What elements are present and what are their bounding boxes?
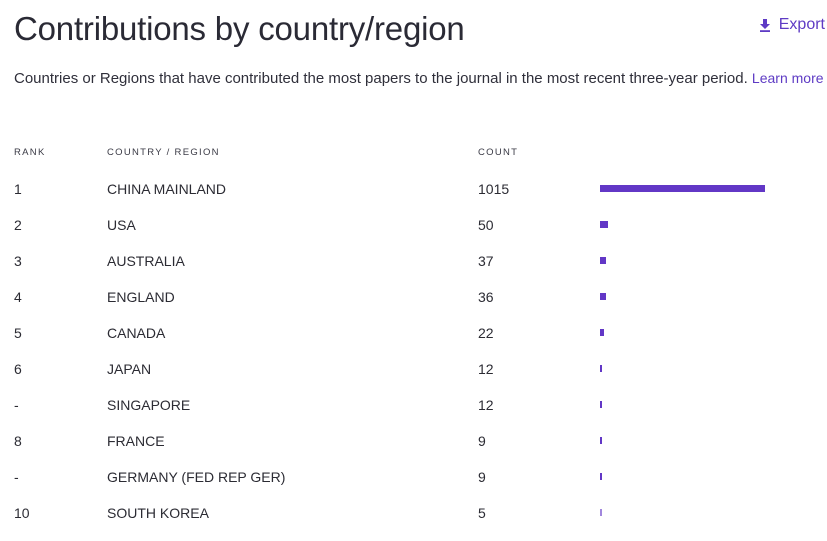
table-row: 4 ENGLAND 36 (0, 289, 827, 325)
count-bar (600, 473, 602, 480)
country-cell: SINGAPORE (107, 397, 191, 413)
rank-cell: 3 (14, 253, 22, 269)
count-cell: 9 (478, 469, 486, 485)
column-header-count: COUNT (478, 147, 519, 158)
count-bar (600, 185, 765, 192)
column-header-country: COUNTRY / REGION (107, 147, 220, 158)
table-row: - SINGAPORE 12 (0, 397, 827, 433)
country-cell: USA (107, 217, 136, 233)
learn-more-link[interactable]: Learn more (751, 70, 824, 86)
page-title: Contributions by country/region (14, 10, 465, 47)
column-header-rank: RANK (14, 147, 46, 158)
count-cell: 22 (478, 325, 494, 341)
count-bar (600, 509, 602, 516)
count-cell: 36 (478, 289, 494, 305)
download-icon (759, 18, 771, 32)
count-cell: 9 (478, 433, 486, 449)
table-row: 3 AUSTRALIA 37 (0, 253, 827, 289)
count-bar (600, 365, 602, 372)
count-bar (600, 257, 606, 264)
rank-cell: 6 (14, 361, 22, 377)
export-label: Export (778, 16, 825, 33)
description-text: Countries or Regions that have contribut… (14, 70, 748, 87)
country-cell: FRANCE (107, 433, 165, 449)
country-cell: AUSTRALIA (107, 253, 185, 269)
country-cell: GERMANY (FED REP GER) (107, 469, 286, 485)
count-bar (600, 293, 606, 300)
count-cell: 50 (478, 217, 494, 233)
count-cell: 12 (478, 397, 494, 413)
table-row: 6 JAPAN 12 (0, 361, 827, 397)
rank-cell: 2 (14, 217, 22, 233)
count-cell: 37 (478, 253, 494, 269)
count-bar (600, 437, 602, 444)
rank-cell: 4 (14, 289, 22, 305)
page-description: Countries or Regions that have contribut… (14, 66, 824, 91)
rank-cell: - (14, 469, 19, 485)
table-row: 1 CHINA MAINLAND 1015 (0, 181, 827, 217)
country-cell: JAPAN (107, 361, 152, 377)
table-row: 2 USA 50 (0, 217, 827, 253)
count-cell: 5 (478, 505, 486, 521)
rank-cell: 10 (14, 505, 30, 521)
table-row: 5 CANADA 22 (0, 325, 827, 361)
count-bar (600, 221, 608, 228)
table-row: 10 SOUTH KOREA 5 (0, 505, 827, 541)
count-bar (600, 401, 602, 408)
table-row: 8 FRANCE 9 (0, 433, 827, 469)
rank-cell: 1 (14, 181, 22, 197)
country-cell: SOUTH KOREA (107, 505, 209, 521)
rank-cell: 5 (14, 325, 22, 341)
rank-cell: 8 (14, 433, 22, 449)
count-cell: 12 (478, 361, 494, 377)
country-cell: ENGLAND (107, 289, 175, 305)
rank-cell: - (14, 397, 19, 413)
count-cell: 1015 (478, 181, 510, 197)
table-row: - GERMANY (FED REP GER) 9 (0, 469, 827, 505)
export-button[interactable]: Export (759, 16, 825, 34)
country-cell: CHINA MAINLAND (107, 181, 227, 197)
country-cell: CANADA (107, 325, 166, 341)
count-bar (600, 329, 604, 336)
